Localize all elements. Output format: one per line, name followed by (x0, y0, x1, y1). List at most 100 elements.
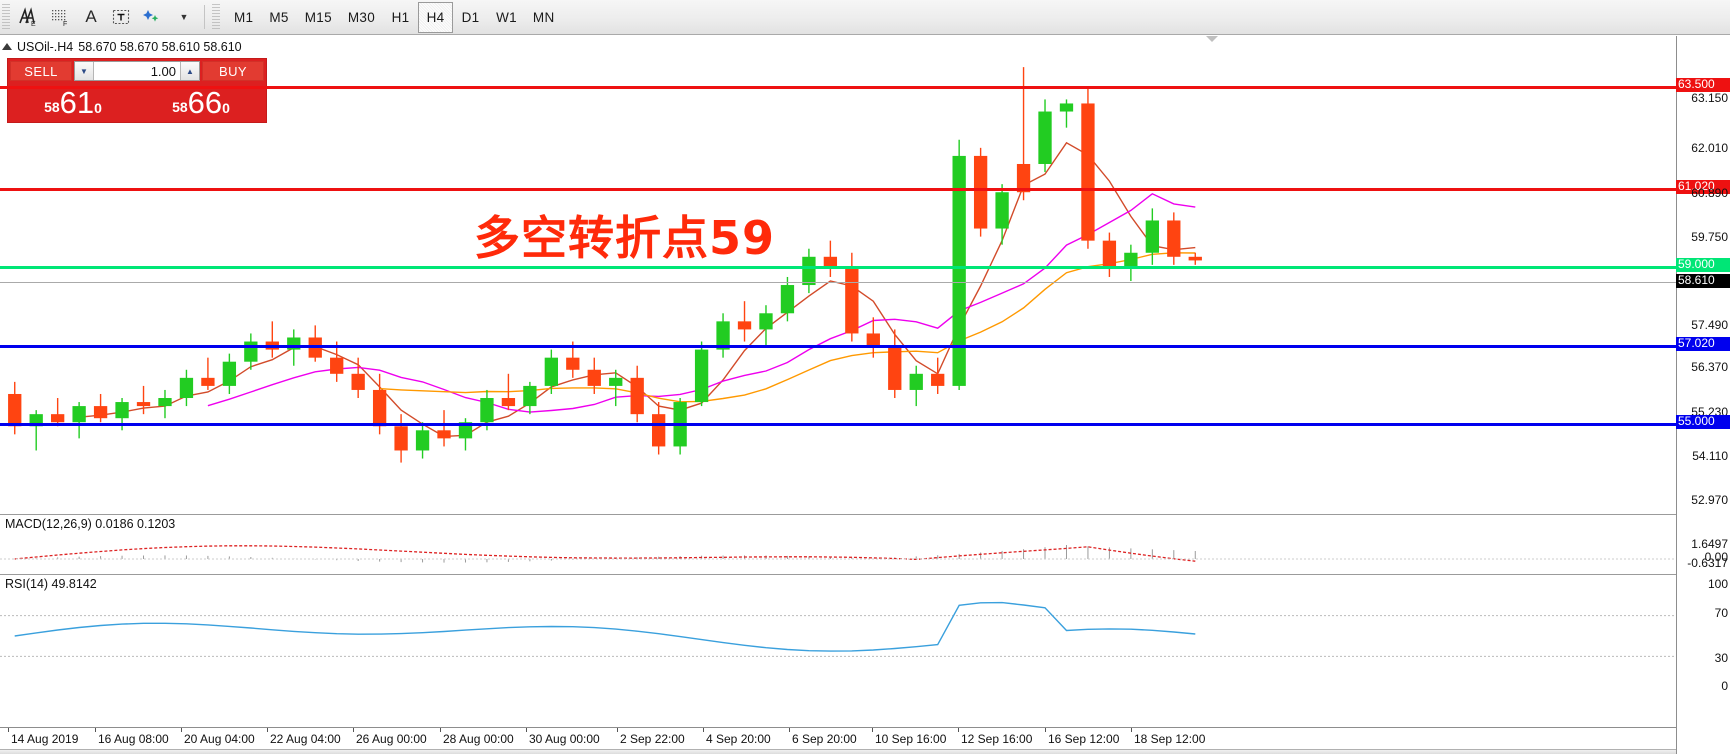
toolbar-separator (204, 5, 205, 29)
level-line-bid-58610[interactable] (0, 282, 1676, 283)
timeframe-m1[interactable]: M1 (234, 9, 254, 25)
price-axis-label-100: 100 (1707, 577, 1728, 591)
candle (1016, 67, 1031, 201)
price-axis-label-61m020: 61.020 (1676, 180, 1730, 194)
candle (759, 305, 773, 346)
time-axis-label: 18 Sep 12:00 (1134, 732, 1206, 746)
sell-price-fraction: 0 (94, 100, 102, 116)
objects-dropdown-icon[interactable]: ▼ (179, 12, 189, 22)
candle (973, 147, 988, 237)
chart-annotation-text[interactable]: 多空转折点59 (474, 211, 776, 265)
time-tick (1045, 728, 1046, 732)
time-tick (617, 728, 618, 732)
time-tick (958, 728, 959, 732)
candle (93, 393, 108, 423)
timeframe-mn[interactable]: MN (532, 9, 555, 25)
sell-button[interactable]: SELL (10, 61, 72, 81)
price-axis-label-63m150: 63.150 (1691, 91, 1728, 105)
quote-header: USOil-,H4 58.670 58.670 58.610 58.610 (2, 39, 242, 54)
timeframe-m30[interactable]: M30 (347, 9, 376, 25)
scroll-position-marker[interactable] (1206, 36, 1218, 42)
candle (1038, 99, 1052, 173)
candle (1059, 99, 1074, 128)
buy-price-main: 66 (187, 85, 223, 120)
status-strip (0, 749, 1730, 754)
timeframe-h1[interactable]: H1 (391, 9, 410, 25)
candle (866, 317, 880, 358)
level-line-support-55000[interactable] (0, 423, 1676, 426)
chart-symbol-label: USOil-,H4 (17, 39, 74, 54)
candle (523, 381, 537, 415)
timeframe-w1[interactable]: W1 (496, 9, 517, 25)
time-axis-label: 12 Sep 16:00 (961, 732, 1033, 746)
text-box-icon[interactable] (106, 2, 136, 32)
candle (888, 329, 902, 399)
chevron-up-icon: ▲ (186, 66, 194, 76)
timeframe-h4[interactable]: H4 (418, 1, 454, 33)
level-line-resistance-63500[interactable] (0, 86, 1676, 89)
level-line-pivot-59000[interactable] (0, 266, 1676, 269)
timeframe-group: M1 M5 M15 M30 H1 H4 D1 W1 MN (226, 1, 563, 33)
rsi-pane[interactable]: RSI(14) 49.8142 (0, 574, 1676, 727)
timeframe-d1[interactable]: D1 (461, 9, 480, 25)
macd-histogram (35, 545, 1196, 563)
sell-price-prefix: 58 (44, 99, 60, 115)
rsi-plot (0, 601, 1676, 657)
time-axis-label: 14 Aug 2019 (11, 732, 79, 746)
candle (630, 365, 644, 423)
candle (587, 357, 601, 394)
sell-price-button[interactable]: 58 61 0 (10, 83, 136, 120)
price-axis-label-63m500: 63.500 (1676, 78, 1730, 92)
candle (8, 381, 22, 435)
text-label-glyph: A (85, 7, 97, 26)
timeframe-m5[interactable]: M5 (269, 9, 289, 25)
price-axis-label-57m490: 57.490 (1691, 318, 1728, 332)
buy-button[interactable]: BUY (202, 61, 264, 81)
buy-price-prefix: 58 (172, 99, 188, 115)
candle (802, 248, 816, 294)
candle (1188, 252, 1202, 265)
level-line-support-57020[interactable] (0, 345, 1676, 348)
level-line-resistance-61020[interactable] (0, 188, 1676, 191)
volume-increment-button[interactable]: ▲ (180, 62, 199, 80)
buy-price-button[interactable]: 58 66 0 (138, 83, 264, 120)
candle (952, 139, 966, 390)
one-click-trading-panel[interactable]: SELL ▼ 1.00 ▲ BUY 58 61 0 (7, 58, 267, 123)
candle (694, 341, 709, 407)
price-axis-label-58m610: 58.610 (1676, 274, 1730, 288)
expand-triangle-icon[interactable] (2, 43, 12, 50)
price-pane[interactable] (0, 51, 1676, 511)
time-axis-label: 22 Aug 04:00 (270, 732, 341, 746)
chart-window[interactable]: USOil-,H4 58.670 58.670 58.610 58.610 多空… (0, 35, 1730, 754)
price-axis-label-60m890: 60.890 (1691, 186, 1728, 200)
chart-ohlc-label: 58.670 58.670 58.610 58.610 (78, 39, 242, 54)
indicators-icon[interactable]: E (12, 2, 44, 32)
macd-pane[interactable]: MACD(12,26,9) 0.0186 0.1203 (0, 514, 1676, 574)
objects-icon[interactable] (136, 2, 168, 32)
volume-decrement-button[interactable]: ▼ (75, 62, 94, 80)
toolbar-grip-1[interactable] (2, 4, 10, 30)
text-label-icon[interactable]: A (76, 2, 106, 32)
candle (29, 410, 43, 451)
buy-price-fraction: 0 (222, 100, 230, 116)
price-axis-label-59m750: 59.750 (1691, 230, 1728, 244)
candle (1145, 208, 1159, 265)
time-tick (1131, 728, 1132, 732)
macd-label: MACD(12,26,9) 0.0186 0.1203 (5, 517, 176, 531)
candle (780, 276, 795, 322)
candle (716, 313, 730, 358)
crosshair-grid-icon[interactable]: F (44, 2, 76, 32)
candle (72, 402, 86, 439)
volume-stepper[interactable]: ▼ 1.00 ▲ (74, 61, 200, 81)
candle (394, 414, 408, 463)
volume-value[interactable]: 1.00 (94, 62, 180, 80)
time-tick (703, 728, 704, 732)
candle (351, 357, 365, 399)
toolbar-grip-2[interactable] (212, 4, 220, 30)
candle (609, 369, 623, 407)
price-axis-label-30: 30 (1714, 651, 1728, 665)
time-tick (181, 728, 182, 732)
timeframe-m15[interactable]: M15 (304, 9, 332, 25)
price-axis[interactable]: 63.500 63.150 62.010 61.020 60.890 59.750 59.0… (1676, 36, 1730, 754)
chevron-down-icon: ▼ (80, 66, 88, 76)
